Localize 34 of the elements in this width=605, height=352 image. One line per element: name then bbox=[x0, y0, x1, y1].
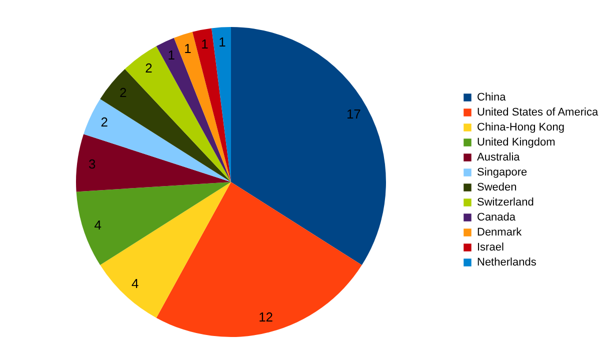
data-label: 17 bbox=[346, 106, 361, 122]
legend-label: United States of America bbox=[477, 106, 599, 118]
pie-slice bbox=[192, 28, 231, 182]
pie-slice bbox=[231, 27, 386, 266]
legend-label: Israel bbox=[477, 242, 504, 254]
data-label: 4 bbox=[94, 217, 102, 232]
data-label: 2 bbox=[100, 114, 108, 130]
pie-slice bbox=[156, 38, 231, 182]
legend-label: United Kingdom bbox=[477, 136, 556, 148]
legend-label: Netherlands bbox=[477, 256, 537, 268]
legend-label: Australia bbox=[477, 152, 521, 164]
legend-label: Denmark bbox=[477, 226, 522, 238]
legend-label: China bbox=[477, 92, 507, 104]
legend-label: Canada bbox=[477, 212, 516, 224]
legend-label: Sweden bbox=[477, 182, 517, 194]
data-label: 2 bbox=[145, 60, 152, 76]
legend-label: China-Hong Kong bbox=[477, 122, 564, 134]
pie-slice bbox=[76, 134, 231, 192]
legend-label: Switzerland bbox=[477, 196, 534, 208]
data-label: 1 bbox=[184, 40, 192, 56]
pie-slice bbox=[156, 182, 362, 337]
pie-slice bbox=[212, 27, 231, 182]
pie-slice bbox=[174, 32, 231, 182]
data-label: 12 bbox=[258, 310, 274, 325]
legend-label: Singapore bbox=[477, 166, 528, 178]
data-label: 3 bbox=[88, 156, 96, 172]
pie-slice bbox=[100, 182, 231, 318]
data-label: 1 bbox=[218, 34, 226, 50]
data-label: 2 bbox=[120, 84, 127, 100]
pie-slice bbox=[84, 98, 231, 182]
data-label: 1 bbox=[201, 36, 208, 52]
pie-slice bbox=[76, 182, 231, 266]
data-label: 4 bbox=[132, 276, 139, 292]
data-label: 1 bbox=[168, 47, 176, 62]
